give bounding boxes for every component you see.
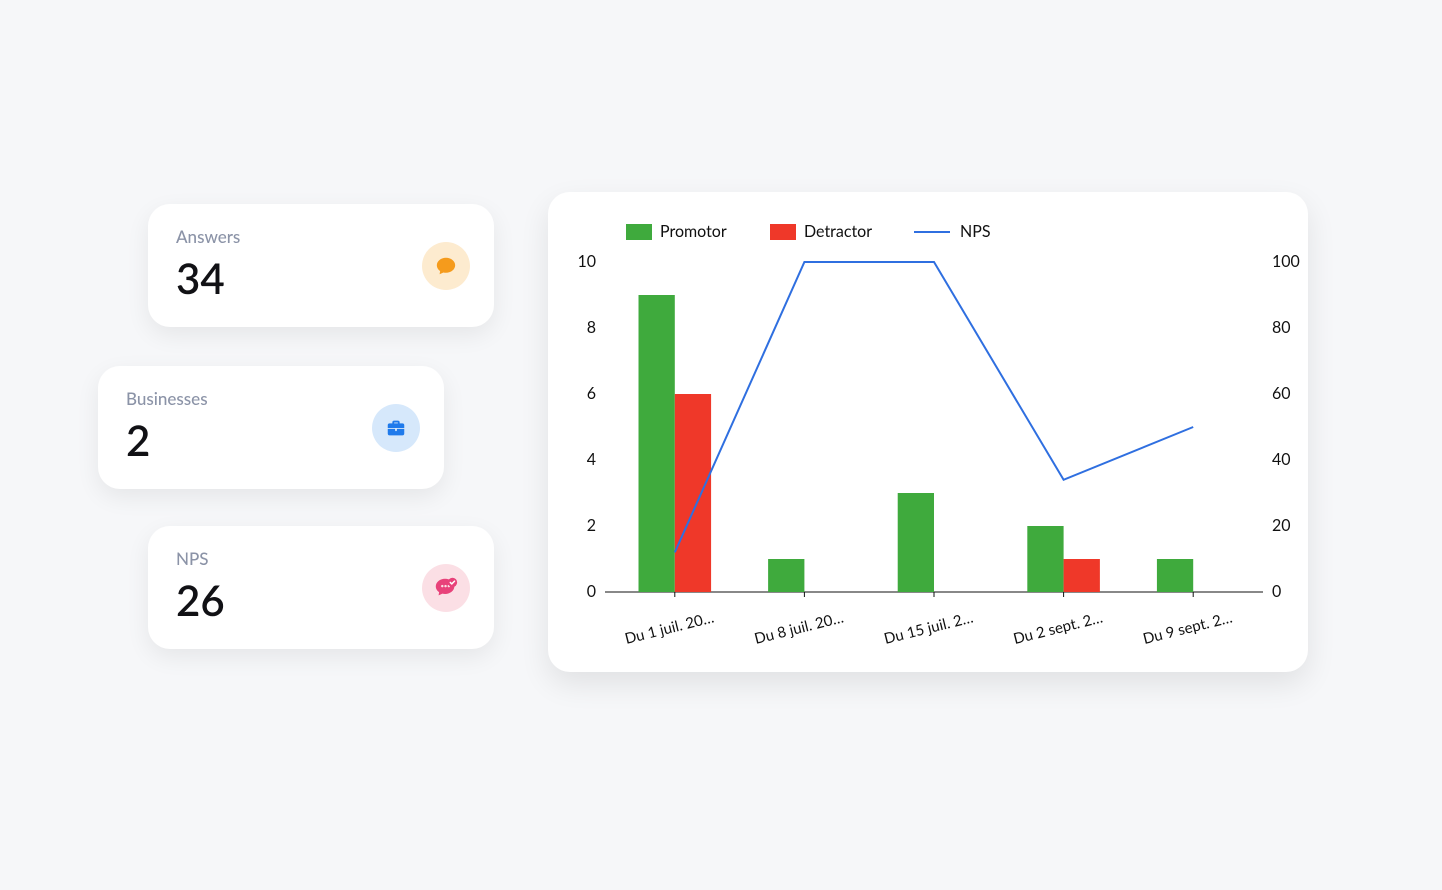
answers-label: Answers xyxy=(176,226,466,247)
y-right-tick: 20 xyxy=(1272,516,1291,535)
y-right-tick: 60 xyxy=(1272,384,1291,403)
nps-chart: Promotor Detractor NPS 02468100204060801… xyxy=(548,192,1308,672)
x-category-label: Du 8 juil. 20… xyxy=(753,608,846,648)
x-category-label: Du 9 sept. 2… xyxy=(1141,608,1234,648)
x-category-label: Du 2 sept. 2… xyxy=(1011,608,1104,648)
nps-card: NPS 26 xyxy=(148,526,494,649)
y-left-tick: 4 xyxy=(587,450,596,469)
chart-legend: Promotor Detractor NPS xyxy=(626,222,991,241)
y-right-tick: 100 xyxy=(1272,252,1300,271)
y-right-tick: 0 xyxy=(1272,582,1281,601)
y-left-tick: 6 xyxy=(587,384,596,403)
y-right-tick: 40 xyxy=(1272,450,1291,469)
bar-detractor xyxy=(675,394,711,592)
legend-swatch-detractor xyxy=(770,224,796,240)
answers-card: Answers 34 xyxy=(148,204,494,327)
bar-promotor xyxy=(898,493,934,592)
bar-detractor xyxy=(1064,559,1100,592)
legend-swatch-promotor xyxy=(626,224,652,240)
bar-promotor xyxy=(768,559,804,592)
x-category-label: Du 15 juil. 2… xyxy=(882,608,975,648)
nps-chart-card: Promotor Detractor NPS 02468100204060801… xyxy=(548,192,1308,672)
legend-label-promotor: Promotor xyxy=(660,222,727,241)
y-left-tick: 10 xyxy=(577,252,596,271)
x-category-label: Du 1 juil. 20… xyxy=(623,608,716,648)
bar-promotor xyxy=(639,295,675,592)
y-left-tick: 0 xyxy=(587,582,596,601)
businesses-card: Businesses 2 xyxy=(98,366,444,489)
y-left-tick: 2 xyxy=(587,516,596,535)
legend-label-detractor: Detractor xyxy=(804,222,872,241)
businesses-label: Businesses xyxy=(126,388,416,409)
legend-label-nps: NPS xyxy=(960,222,991,241)
bar-promotor xyxy=(1027,526,1063,592)
bar-promotor xyxy=(1157,559,1193,592)
nps-label: NPS xyxy=(176,548,466,569)
chat-check-icon xyxy=(422,564,470,612)
comment-icon xyxy=(422,242,470,290)
y-right-tick: 80 xyxy=(1272,318,1291,337)
briefcase-icon xyxy=(372,404,420,452)
y-left-tick: 8 xyxy=(587,318,596,337)
